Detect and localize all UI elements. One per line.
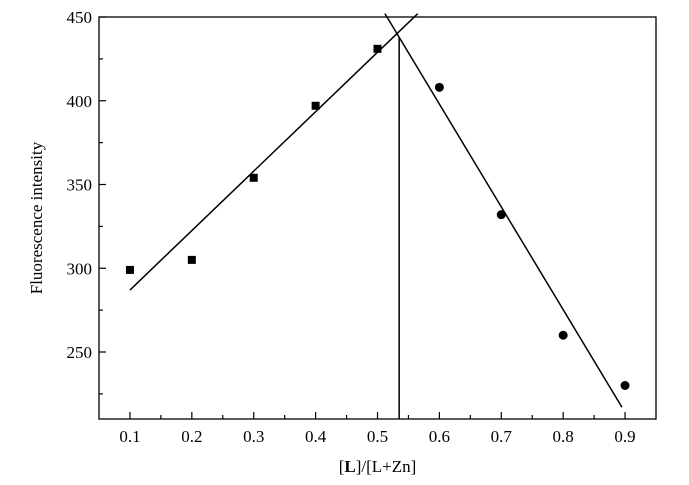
data-point-circle	[620, 381, 630, 390]
data-point-circle	[558, 330, 568, 340]
x-tick-label: 0.7	[491, 427, 513, 446]
x-axis-label-open-bracket: [	[339, 457, 345, 476]
data-point-square	[373, 44, 382, 53]
data-point-square	[187, 255, 196, 264]
x-tick-label: 0.4	[305, 427, 327, 446]
data-point-square	[311, 101, 320, 110]
data-markers	[125, 44, 630, 390]
x-axis-label-bold-symbol: L	[344, 457, 355, 476]
y-axis-ticks: 250 300 350 400 450	[67, 8, 106, 395]
x-tick-label: 0.9	[614, 427, 635, 446]
data-point-circle	[434, 82, 444, 92]
x-axis-label-rest: ]/[L+Zn]	[356, 457, 417, 476]
y-tick-label: 250	[67, 343, 93, 362]
fit-lines	[129, 13, 623, 419]
x-tick-label: 0.3	[243, 427, 264, 446]
y-tick-label: 300	[67, 259, 93, 278]
plot-frame	[98, 16, 657, 420]
x-tick-label: 0.2	[181, 427, 202, 446]
data-point-square	[249, 173, 258, 182]
x-tick-label: 0.6	[429, 427, 450, 446]
x-tick-label: 0.5	[367, 427, 388, 446]
y-tick-label: 450	[67, 8, 93, 27]
x-tick-label: 0.8	[553, 427, 574, 446]
x-axis-label: [L]/[L+Zn]	[339, 457, 417, 476]
fit-line	[129, 13, 419, 291]
x-tick-label: 0.1	[119, 427, 140, 446]
y-tick-label: 350	[67, 176, 93, 195]
y-tick-label: 400	[67, 92, 93, 111]
fit-line	[384, 13, 623, 408]
y-axis-label: Fluorescence intensity	[27, 141, 46, 294]
x-axis-ticks: 0.1 0.2 0.3 0.4 0.5 0.6 0.7 0.8 0.9	[119, 412, 636, 446]
data-point-square	[125, 265, 134, 274]
data-point-circle	[496, 210, 506, 220]
